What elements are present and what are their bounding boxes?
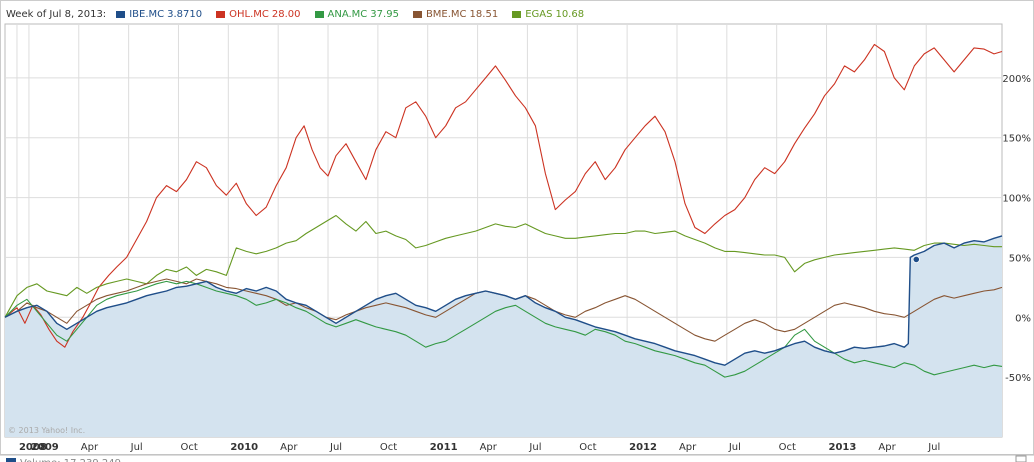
y-tick-label: 100% xyxy=(1002,194,1031,205)
x-tick-label: Oct xyxy=(380,442,397,453)
x-tick-label: Apr xyxy=(480,442,498,453)
x-tick-label: 2011 xyxy=(430,442,458,453)
watermark: © 2013 Yahoo! Inc. xyxy=(8,426,85,435)
legend-swatch-ibe xyxy=(116,10,126,18)
legend: Week of Jul 8, 2013: IBE.MC 3.8710 OHL.M… xyxy=(6,6,598,22)
legend-value-bme: 18.51 xyxy=(469,8,499,20)
x-tick-label: Oct xyxy=(779,442,796,453)
week-label: Week of Jul 8, 2013: xyxy=(6,8,107,20)
legend-value-egas: 10.68 xyxy=(555,8,585,20)
legend-item-bme[interactable]: BME.MC 18.51 xyxy=(412,8,499,20)
y-tick-label: 150% xyxy=(1002,134,1031,145)
x-tick-label: 2013 xyxy=(829,442,857,453)
x-tick-label: Jul xyxy=(130,442,143,453)
x-tick-label: Apr xyxy=(280,442,298,453)
legend-symbol-ana: ANA.MC xyxy=(327,8,368,20)
x-tick-label: 2012 xyxy=(629,442,657,453)
x-tick-label: Apr xyxy=(679,442,697,453)
legend-swatch-bme xyxy=(412,10,422,18)
legend-item-ana[interactable]: ANA.MC 37.95 xyxy=(314,8,399,20)
x-tick-label: 2010 xyxy=(230,442,258,453)
legend-item-egas[interactable]: EGAS 10.68 xyxy=(512,9,584,20)
legend-swatch-ohl xyxy=(216,10,226,18)
x-tick-label: Jul xyxy=(728,442,741,453)
series-line-ana[interactable] xyxy=(4,280,1003,378)
legend-value-ana: 37.95 xyxy=(370,8,399,20)
legend-symbol-ohl: OHL.MC xyxy=(229,8,269,20)
legend-item-ohl[interactable]: OHL.MC 28.00 xyxy=(216,8,301,20)
legend-symbol-egas: EGAS xyxy=(525,8,553,20)
x-tick-label: 2009 xyxy=(31,442,59,453)
x-tick-label: Apr xyxy=(81,442,99,453)
legend-value-ibe: 3.8710 xyxy=(167,8,203,20)
y-tick-label: 0% xyxy=(1015,313,1031,324)
legend-symbol-ibe: IBE.MC xyxy=(129,8,165,20)
ibe-point-marker[interactable] xyxy=(912,255,920,264)
volume-swatch xyxy=(6,458,16,462)
legend-symbol-bme: BME.MC xyxy=(425,8,467,20)
series-line-ibe[interactable] xyxy=(4,235,1003,366)
ibe-area-fill xyxy=(5,235,1002,437)
y-tick-label: 50% xyxy=(1009,253,1031,264)
x-tick-label: Oct xyxy=(579,442,596,453)
legend-swatch-egas xyxy=(512,10,522,18)
series-line-ohl[interactable] xyxy=(4,43,1003,348)
series-line-egas[interactable] xyxy=(4,214,1002,318)
legend-item-ibe[interactable]: IBE.MC 3.8710 xyxy=(116,9,202,20)
legend-swatch-ana xyxy=(314,10,324,18)
x-tick-label: Jul xyxy=(927,442,940,453)
y-tick-label: 200% xyxy=(1002,74,1031,85)
x-tick-label: 2008 xyxy=(19,442,47,453)
y-tick-label: -50% xyxy=(1005,373,1031,384)
volume-label: Volume: 17,239,249 xyxy=(20,458,121,462)
volume-toggle-button[interactable] xyxy=(1015,455,1027,462)
legend-value-ohl: 28.00 xyxy=(271,8,301,20)
x-tick-label: Apr xyxy=(878,442,896,453)
x-tick-label: Jul xyxy=(329,442,342,453)
x-tick-label: Jul xyxy=(528,442,541,453)
x-tick-label: Oct xyxy=(180,442,197,453)
